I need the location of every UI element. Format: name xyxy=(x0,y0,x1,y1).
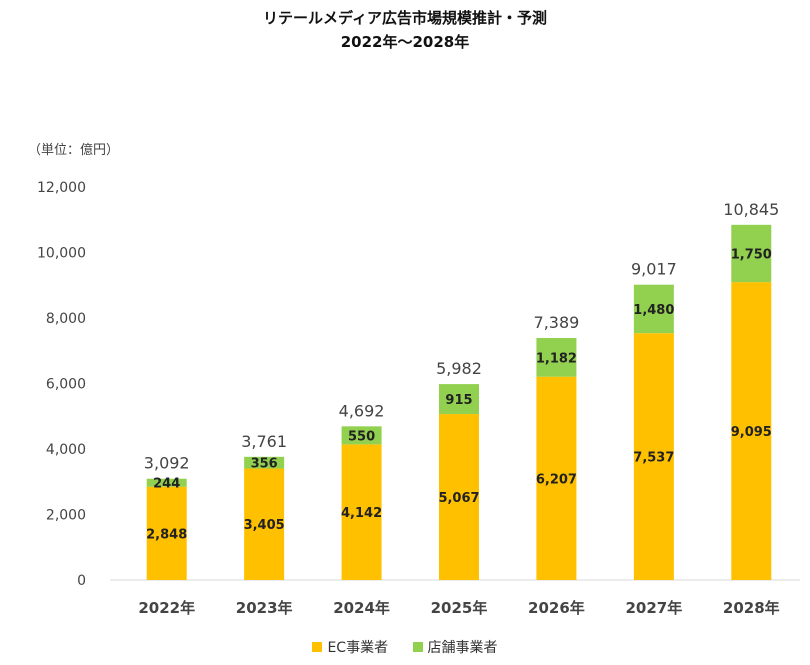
legend-swatch-store xyxy=(412,642,423,652)
total-label: 10,845 xyxy=(723,200,779,219)
legend-item-store: 店舗事業者 xyxy=(412,637,498,657)
x-tick-label: 2025年 xyxy=(431,599,488,617)
y-tick-label: 8,000 xyxy=(46,311,86,327)
y-tick-label: 12,000 xyxy=(37,180,86,196)
data-label-store: 550 xyxy=(348,429,375,444)
x-tick-label: 2024年 xyxy=(333,599,390,617)
data-label-ec: 5,067 xyxy=(438,491,479,506)
y-tick-label: 4,000 xyxy=(46,442,86,458)
legend-label-store: 店舗事業者 xyxy=(427,640,498,656)
data-label-ec: 6,207 xyxy=(536,472,577,487)
bar-ec xyxy=(439,414,479,580)
legend-swatch-ec xyxy=(312,642,323,652)
bar-ec xyxy=(341,444,382,580)
data-label-store: 915 xyxy=(445,393,472,408)
data-label-store: 1,480 xyxy=(633,303,674,318)
data-label-ec: 4,142 xyxy=(341,506,382,521)
total-label: 3,092 xyxy=(144,454,190,473)
data-label-ec: 7,537 xyxy=(633,451,674,466)
y-tick-label: 0 xyxy=(77,573,86,589)
bar-store xyxy=(439,384,479,415)
data-label-store: 356 xyxy=(251,457,278,472)
total-label: 7,389 xyxy=(534,313,580,332)
bar-ec xyxy=(146,486,187,580)
chart-subtitle: 2022年～2028年 xyxy=(340,33,470,51)
total-label: 9,017 xyxy=(631,260,677,279)
data-label-store: 1,182 xyxy=(536,351,577,366)
data-label-store: 1,750 xyxy=(731,247,772,262)
legend-item-ec: EC事業者 xyxy=(312,637,388,657)
total-label: 3,761 xyxy=(241,432,287,451)
y-tick-label: 2,000 xyxy=(46,508,86,524)
bar-ec xyxy=(731,282,772,580)
legend: EC事業者 店舗事業者 xyxy=(0,637,810,657)
x-tick-label: 2023年 xyxy=(236,599,293,617)
bar-store xyxy=(146,478,187,487)
bar-ec xyxy=(244,468,285,580)
unit-label: （単位：億円） xyxy=(28,143,120,158)
x-tick-label: 2028年 xyxy=(723,599,780,617)
bar-ec xyxy=(536,376,577,580)
bar-store xyxy=(731,224,772,283)
total-label: 5,982 xyxy=(436,359,482,378)
stacked-bar-chart: 0 2,000 4,000 6,000 8,000 10,000 12,000 2,848 24… xyxy=(37,180,800,617)
data-label-ec: 2,848 xyxy=(146,527,187,542)
bar-store xyxy=(633,284,674,334)
legend-label-ec: EC事業者 xyxy=(327,640,389,656)
data-label-ec: 3,405 xyxy=(244,518,285,533)
data-label-store: 244 xyxy=(153,477,180,492)
x-tick-label: 2022年 xyxy=(138,599,195,617)
bar-store xyxy=(244,456,285,469)
data-label-ec: 9,095 xyxy=(731,425,772,440)
chart-title: リテールメディア広告市場規模推計・予測 xyxy=(263,9,547,27)
x-tick-label: 2027年 xyxy=(625,599,682,617)
bar-store xyxy=(536,338,577,377)
bar-store xyxy=(341,426,382,445)
x-tick-label: 2026年 xyxy=(528,599,585,617)
y-tick-label: 6,000 xyxy=(46,377,86,393)
y-tick-label: 10,000 xyxy=(37,246,86,262)
bar-ec xyxy=(633,333,674,580)
total-label: 4,692 xyxy=(339,401,385,420)
chart-title-block: リテールメディア広告市場規模推計・予測 2022年～2028年 xyxy=(0,6,810,54)
